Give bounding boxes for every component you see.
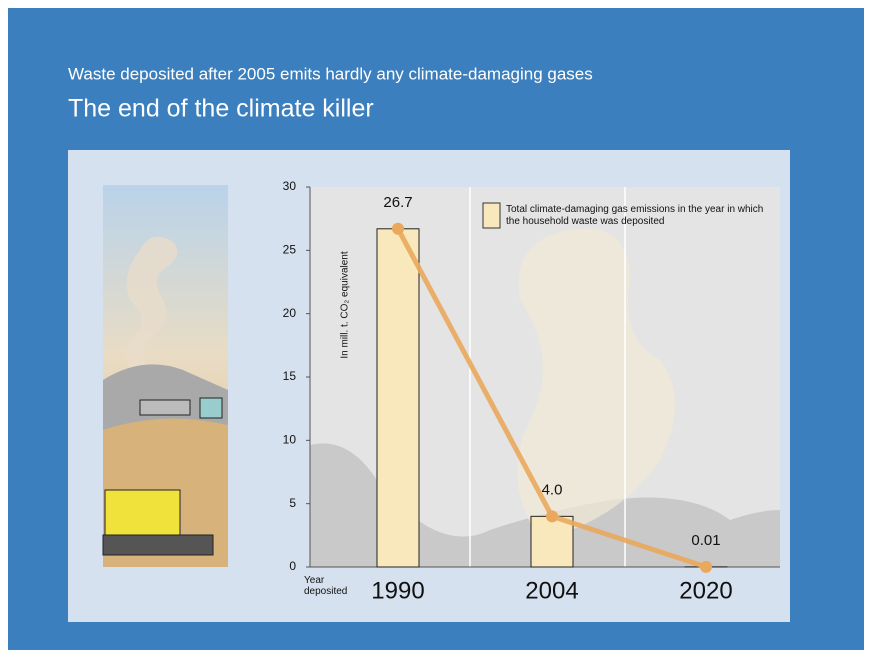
- title: The end of the climate killer: [68, 95, 374, 123]
- y-tick-label: 20: [283, 306, 297, 320]
- x-tick-label: 1990: [371, 577, 424, 604]
- value-label: 4.0: [542, 481, 563, 498]
- smoke: [517, 228, 675, 541]
- x-axis-label: Year deposited: [304, 575, 348, 597]
- y-axis-label: In mill. t. CO₂ equivalent: [340, 251, 351, 358]
- value-label: 26.7: [383, 194, 412, 211]
- y-tick-label: 10: [283, 433, 297, 447]
- hills: [310, 443, 780, 567]
- x-tick-label: 2004: [525, 577, 578, 604]
- point: [700, 560, 712, 573]
- y-tick-label: 0: [289, 559, 296, 573]
- bar: [530, 515, 574, 568]
- y-tick-label: 15: [283, 369, 297, 383]
- value-label: 0.01: [691, 532, 720, 549]
- subtitle: Waste deposited after 2005 emits hardly …: [68, 64, 593, 83]
- y-tick-label: 25: [283, 243, 297, 257]
- illustration: [102, 185, 228, 567]
- legend-swatch: [482, 202, 501, 229]
- legend-label: Total climate-damaging gas emissions in …: [506, 204, 764, 227]
- bar: [376, 228, 420, 568]
- y-tick-label: 30: [283, 179, 297, 193]
- x-tick-label: 2020: [679, 577, 732, 604]
- point: [546, 510, 558, 523]
- point: [392, 222, 404, 235]
- y-tick-label: 5: [289, 496, 296, 510]
